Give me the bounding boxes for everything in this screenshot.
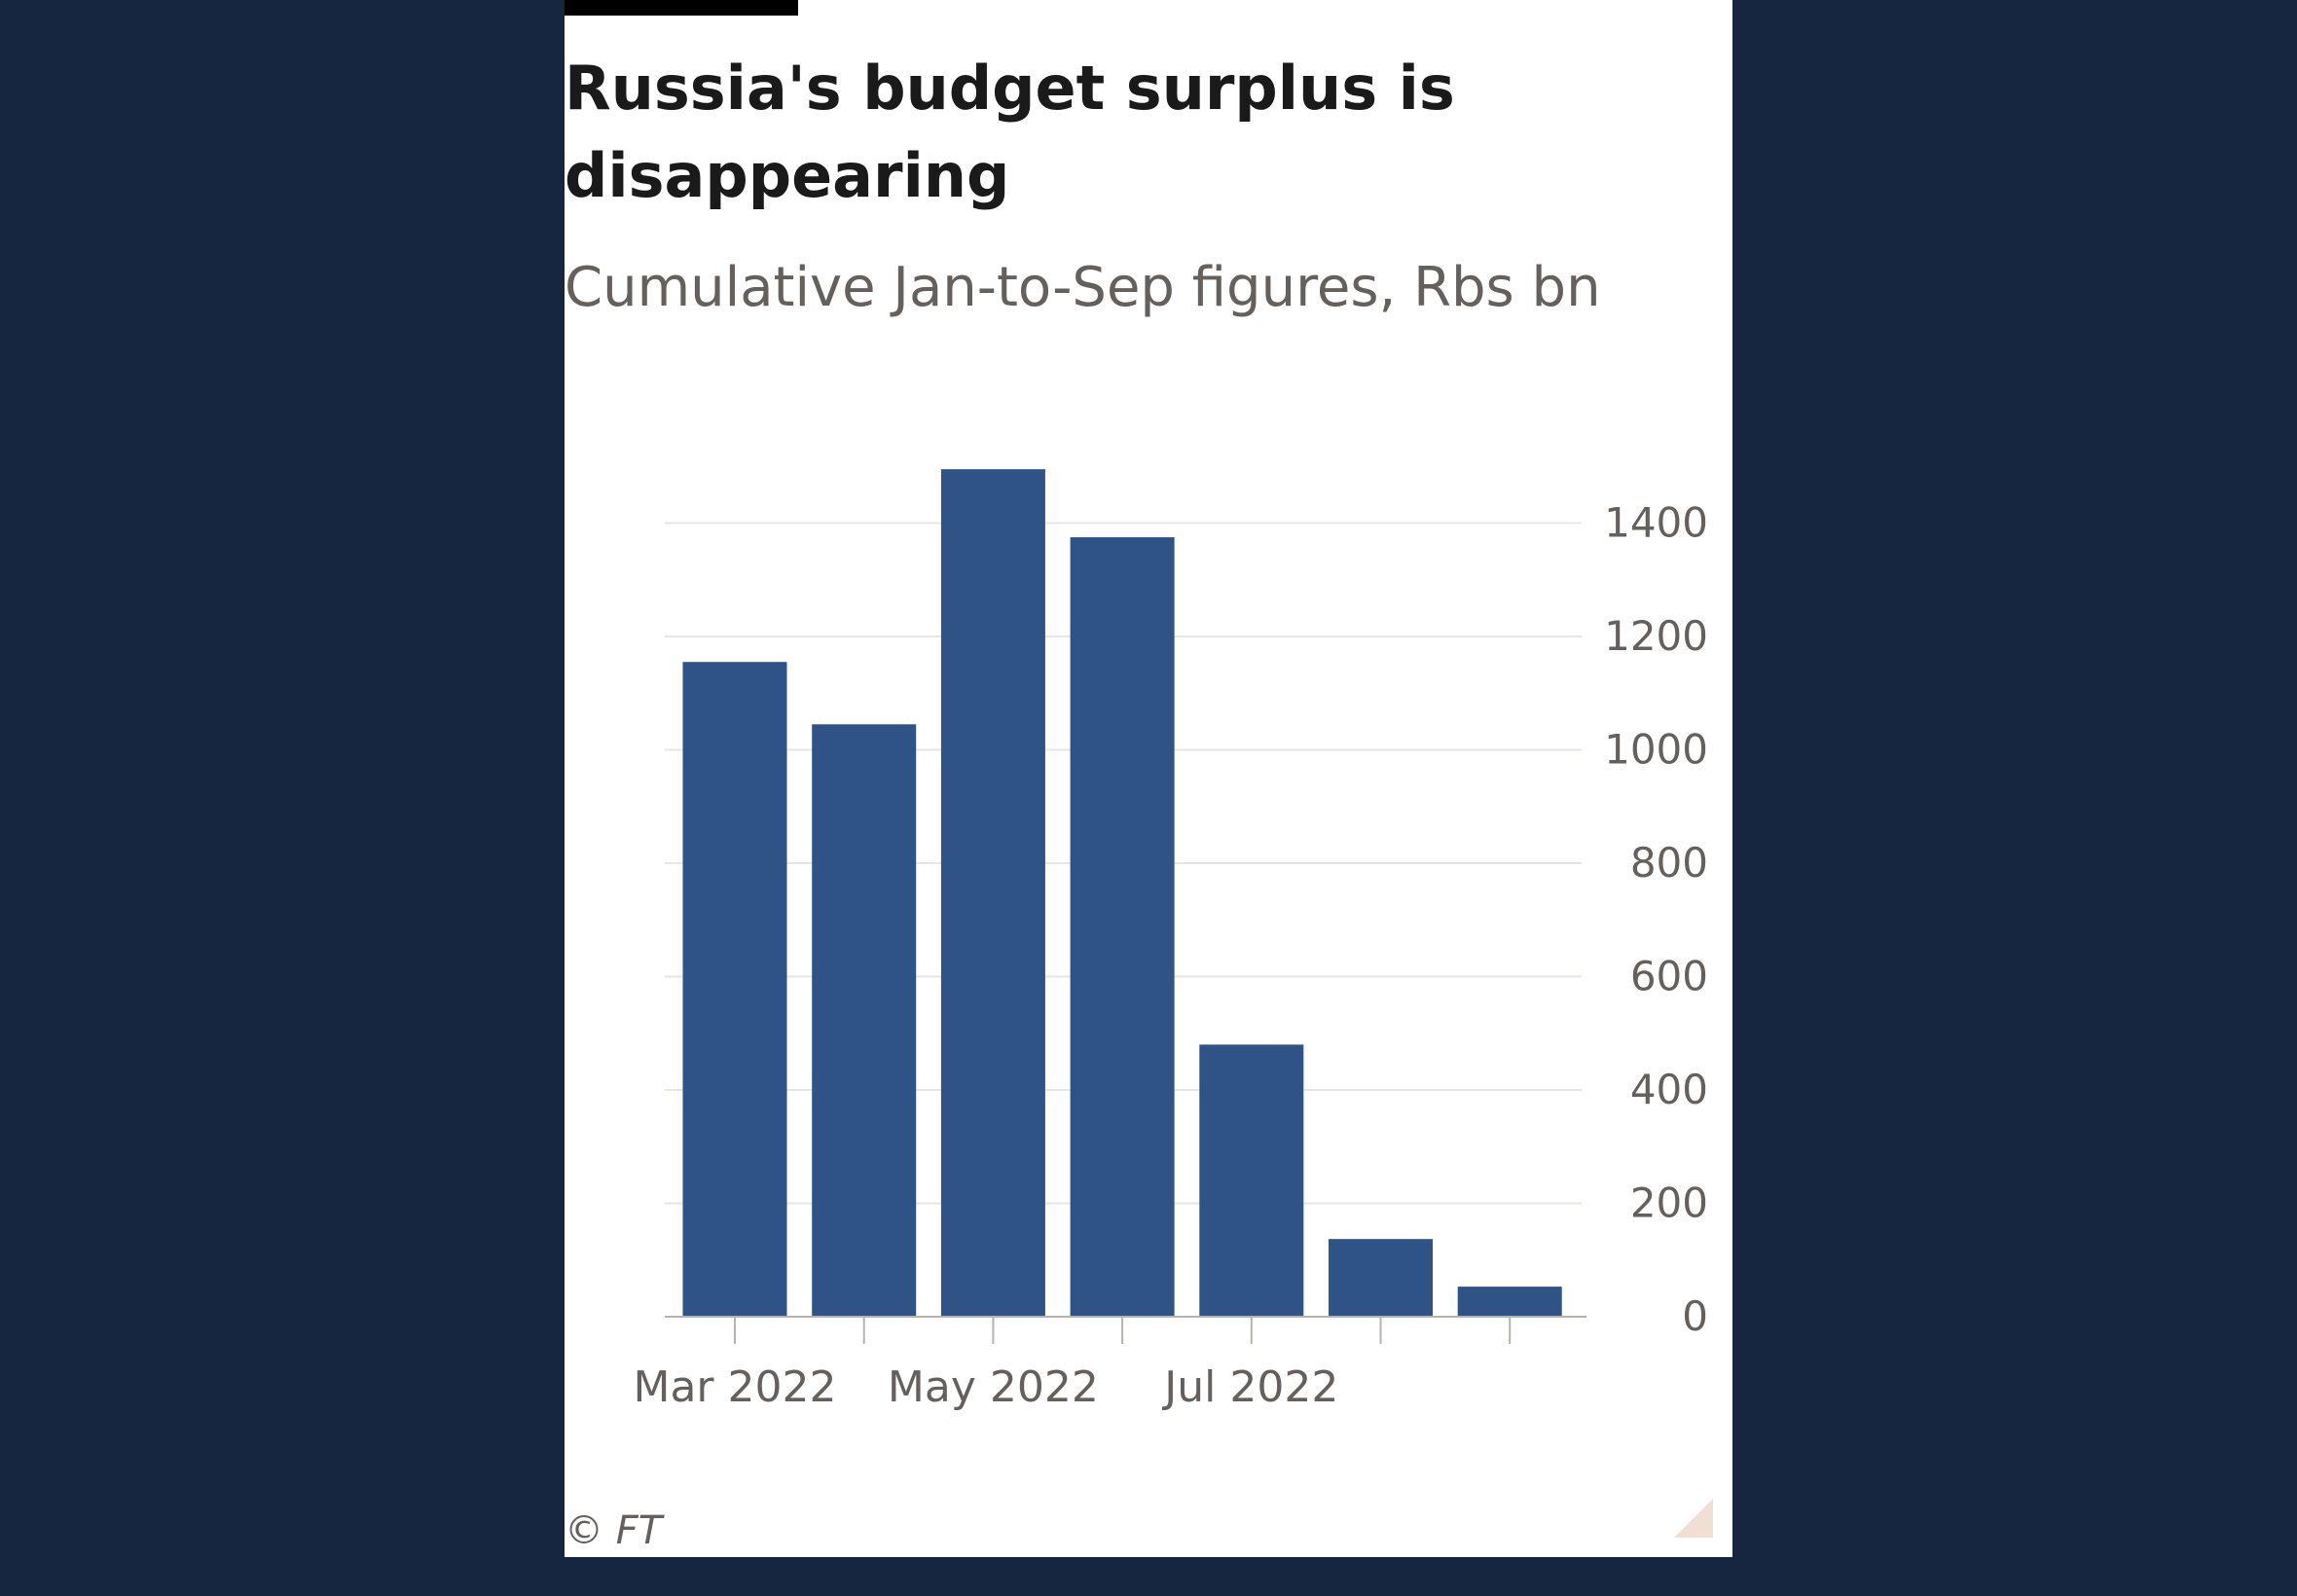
chart-card: Russia's budget surplus is disappearing … [565,0,1732,1557]
top-accent-bar [565,0,798,16]
x-axis-labels: Mar 2022 May 2022 Jul 2022 [634,1362,1339,1412]
bar-3 [940,469,1045,1318]
y-tick-label: 0 [1682,1292,1708,1340]
x-tick-label: May 2022 [888,1362,1099,1412]
x-tick-label: Jul 2022 [1161,1362,1338,1412]
x-axis [665,1316,1586,1344]
bar-5 [1199,1044,1304,1317]
chart-subtitle: Cumulative Jan-to-Sep figures, Rbs bn [565,256,1601,319]
y-tick-label: 600 [1630,953,1708,1000]
bars [682,469,1562,1318]
bar-chart: 0 200 400 600 800 1000 1200 1400 Mar 2022 May 20… [634,469,1708,1412]
bar-7 [1457,1287,1562,1317]
bar-1 [682,662,787,1317]
chart-title: Russia's budget surplus is disappearing [565,53,1455,211]
source-credit: © FT [565,1508,663,1553]
y-tick-label: 1000 [1604,726,1708,774]
x-tick-label: Mar 2022 [634,1362,837,1412]
y-tick-label: 1200 [1604,612,1708,660]
bar-4 [1070,537,1175,1317]
y-tick-label: 800 [1630,839,1708,887]
y-axis-labels: 0 200 400 600 800 1000 1200 1400 [1604,499,1708,1341]
y-tick-label: 200 [1630,1179,1708,1227]
bar-6 [1329,1239,1433,1317]
y-tick-label: 1400 [1604,499,1708,547]
y-tick-label: 400 [1630,1066,1708,1113]
resize-corner-icon [1674,1499,1713,1538]
bar-2 [812,724,917,1317]
